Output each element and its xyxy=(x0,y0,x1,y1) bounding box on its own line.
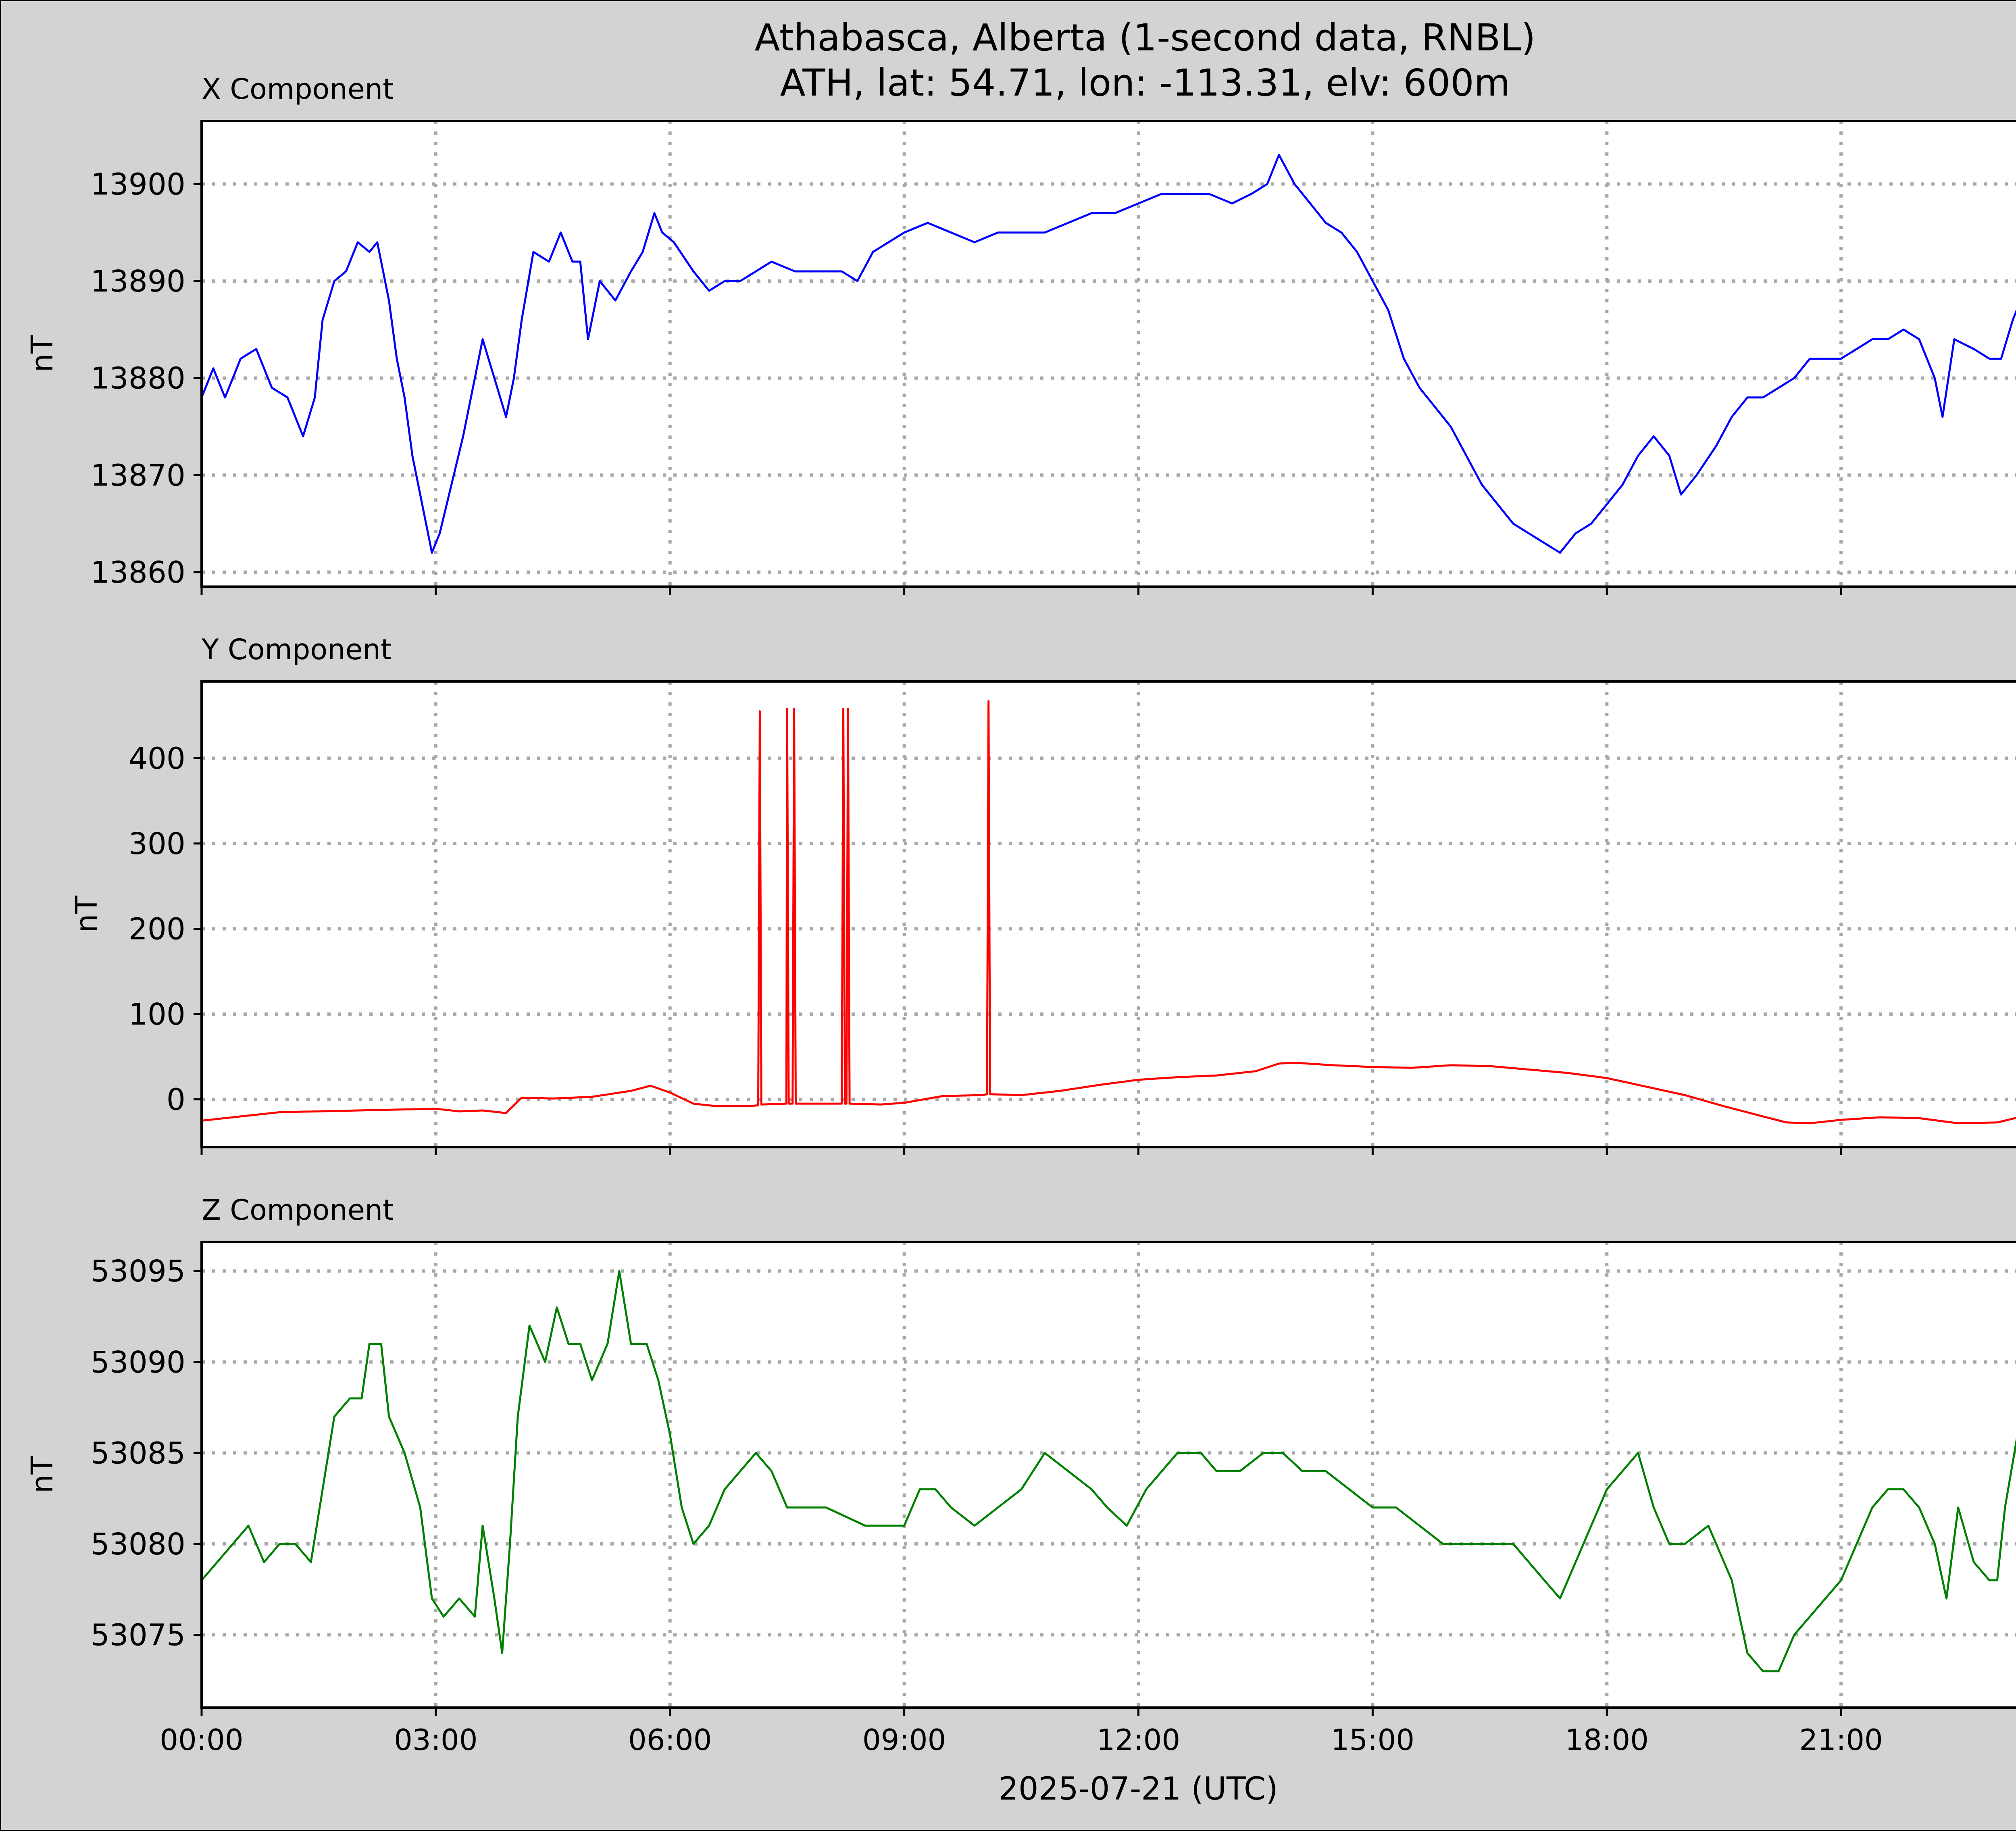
z-component-series-line xyxy=(202,1270,2016,1673)
y-tick-label: 100 xyxy=(129,997,185,1032)
y-tick-label: 400 xyxy=(129,741,185,776)
x-tick-label: 15:00 xyxy=(1331,1723,1415,1757)
plot-area xyxy=(202,121,2016,587)
y-axis-label: nT xyxy=(25,1456,60,1494)
y-tick-label: 13900 xyxy=(91,167,185,202)
y-tick-label: 13860 xyxy=(91,555,185,590)
y-tick-label: 53085 xyxy=(91,1436,185,1471)
x-tick-label: 03:00 xyxy=(394,1723,478,1757)
plot-frame xyxy=(200,120,2016,588)
plot-frame xyxy=(200,1241,2016,1709)
x-axis-label: 2025-07-21 (UTC) xyxy=(998,1771,1278,1807)
plot-area xyxy=(202,681,2016,1147)
x-component-series-line xyxy=(202,154,2016,554)
y-axis-label: nT xyxy=(25,335,60,373)
x-tick-label: 21:00 xyxy=(1799,1723,1883,1757)
y-tick-label: 53095 xyxy=(91,1254,185,1289)
y-axis-label: nT xyxy=(69,896,104,933)
y-component-title: Y Component xyxy=(201,633,392,666)
figure-title-line2: ATH, lat: 54.71, lon: -113.31, elv: 600m xyxy=(780,61,1510,104)
y-tick-label: 300 xyxy=(129,827,185,861)
y-component-series-line xyxy=(202,700,2016,1125)
y-tick-label: 53075 xyxy=(91,1618,185,1653)
y-component-panel: 0 100 200 300 400 nT Y Component xyxy=(69,633,2016,1155)
x-component-panel: 13860 13870 13880 13890 13900 nT X Component xyxy=(25,73,2016,595)
y-tick-label: 53080 xyxy=(91,1527,185,1562)
z-component-title: Z Component xyxy=(202,1194,394,1227)
x-tick-label: 12:00 xyxy=(1097,1723,1181,1757)
y-tick-label: 0 xyxy=(167,1083,185,1117)
y-tick-label: 13880 xyxy=(91,361,185,396)
x-tick-label: 18:00 xyxy=(1565,1723,1649,1757)
y-tick-label: 200 xyxy=(129,912,185,946)
plot-frame xyxy=(200,680,2016,1148)
x-tick-label: 06:00 xyxy=(628,1723,712,1757)
x-component-title: X Component xyxy=(202,73,394,106)
x-tick-label: 00:00 xyxy=(160,1723,244,1757)
figure-title-line1: Athabasca, Alberta (1-second data, RNBL) xyxy=(755,16,1536,59)
y-tick-label: 53090 xyxy=(91,1345,185,1380)
z-component-panel: 00:00 03:00 06:00 09:00 12:00 15:00 18:00 21:00… xyxy=(25,1194,2016,1757)
y-tick-label: 13890 xyxy=(91,264,185,299)
y-tick-label: 13870 xyxy=(91,458,185,493)
x-tick-label: 09:00 xyxy=(862,1723,946,1757)
